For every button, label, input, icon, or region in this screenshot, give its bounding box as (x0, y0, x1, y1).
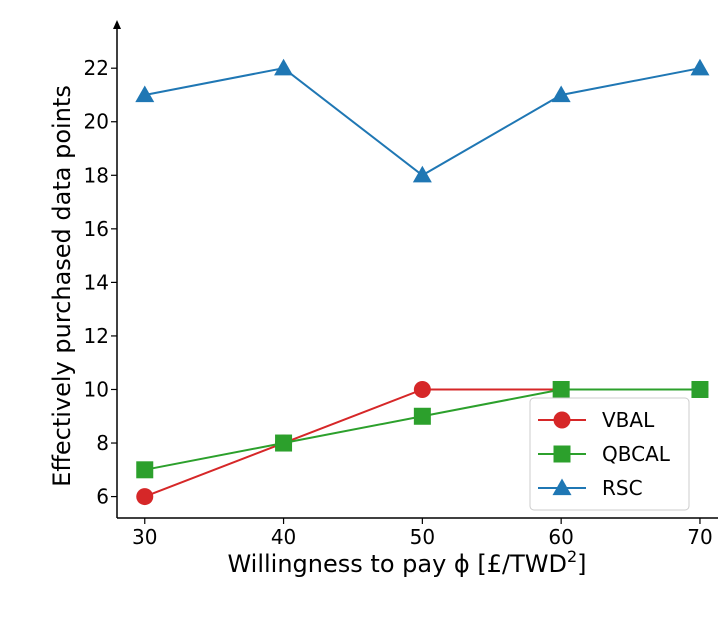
series-line-rsc (144, 67, 701, 177)
legend-label-qbcal: QBCAL (602, 442, 671, 466)
y-tick-label: 20 (84, 110, 109, 134)
data-point-rsc (412, 165, 432, 183)
x-axis-label: Willingness to pay ϕ [£/TWD2] (227, 547, 586, 578)
x-tick-label: 70 (687, 525, 712, 549)
y-axis-arrow (113, 20, 121, 29)
y-tick-label: 8 (96, 431, 109, 455)
y-tick-label: 16 (84, 217, 109, 241)
data-point-qbcal (136, 461, 154, 479)
legend-item-vbal: VBAL (538, 408, 655, 432)
legend-item-qbcal: QBCAL (538, 442, 671, 466)
series-qbcal (136, 380, 709, 479)
data-point-vbal (136, 488, 154, 506)
legend-marker-rsc (552, 478, 572, 496)
legend-item-rsc: RSC (538, 476, 643, 500)
plot-area (135, 58, 710, 506)
legend-label-vbal: VBAL (602, 408, 655, 432)
data-point-rsc (135, 85, 155, 103)
y-tick-label: 6 (96, 485, 109, 509)
legend: VBAL QBCAL RSC (529, 397, 690, 511)
data-point-qbcal (691, 380, 709, 398)
x-tick-label: 50 (410, 525, 435, 549)
data-point-qbcal (552, 380, 570, 398)
x-tick-label: 60 (548, 525, 573, 549)
data-point-rsc (690, 58, 710, 76)
x-tick-label: 40 (271, 525, 296, 549)
y-tick-label: 12 (84, 324, 109, 348)
legend-box (529, 397, 690, 511)
y-axis-label: Effectively purchased data points (48, 85, 76, 487)
data-point-qbcal (413, 407, 431, 425)
data-point-rsc (551, 85, 571, 103)
y-tick-label: 18 (84, 163, 109, 187)
data-point-vbal (413, 380, 431, 398)
legend-marker-vbal (553, 411, 571, 429)
legend-label-rsc: RSC (602, 476, 643, 500)
y-tick-label: 10 (84, 377, 109, 401)
data-point-rsc (274, 58, 294, 76)
y-tick-label: 14 (84, 270, 109, 294)
data-point-qbcal (275, 434, 293, 452)
legend-marker-qbcal (553, 445, 571, 463)
x-tick-label: 30 (132, 525, 157, 549)
series-rsc (135, 58, 710, 183)
axes: 6 8 10 12 14 16 18 20 22 30 40 50 60 70 (84, 20, 718, 549)
y-tick-label: 22 (84, 56, 109, 80)
